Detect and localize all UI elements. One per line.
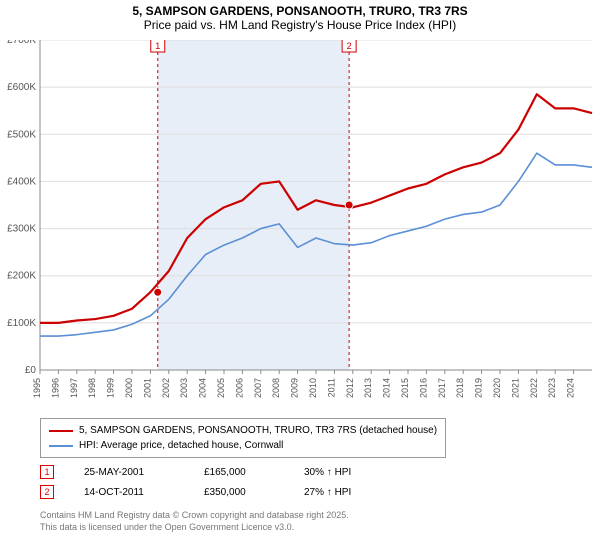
svg-text:£100K: £100K [7, 318, 36, 329]
svg-text:2009: 2009 [290, 378, 300, 398]
svg-text:2023: 2023 [547, 378, 557, 398]
svg-text:2012: 2012 [345, 378, 355, 398]
svg-text:2011: 2011 [326, 378, 336, 397]
svg-text:1: 1 [155, 41, 160, 51]
svg-text:2013: 2013 [363, 378, 373, 398]
svg-text:1995: 1995 [32, 378, 42, 398]
legend: 5, SAMPSON GARDENS, PONSANOOTH, TRURO, T… [40, 418, 446, 458]
svg-text:2014: 2014 [382, 378, 392, 398]
svg-text:£500K: £500K [7, 129, 36, 140]
svg-text:2020: 2020 [492, 378, 502, 398]
footer: Contains HM Land Registry data © Crown c… [40, 510, 349, 533]
legend-item: HPI: Average price, detached house, Corn… [49, 438, 437, 453]
svg-text:1998: 1998 [87, 378, 97, 398]
svg-text:£300K: £300K [7, 224, 36, 235]
marker-pct: 27% ↑ HPI [304, 487, 394, 498]
sale-marker-row: 1 25-MAY-2001 £165,000 30% ↑ HPI [40, 462, 394, 482]
legend-label: HPI: Average price, detached house, Corn… [79, 440, 283, 451]
svg-text:£0: £0 [25, 365, 37, 376]
svg-text:2010: 2010 [308, 378, 318, 398]
svg-text:2004: 2004 [198, 378, 208, 398]
svg-text:2: 2 [347, 41, 352, 51]
svg-text:2021: 2021 [510, 378, 520, 398]
svg-text:2002: 2002 [161, 378, 171, 398]
svg-text:2018: 2018 [455, 378, 465, 398]
footer-line1: Contains HM Land Registry data © Crown c… [40, 510, 349, 522]
svg-text:2015: 2015 [400, 378, 410, 398]
svg-text:2006: 2006 [234, 378, 244, 398]
marker-price: £165,000 [204, 467, 274, 478]
legend-swatch [49, 445, 73, 447]
svg-text:1999: 1999 [106, 378, 116, 398]
chart-title-line2: Price paid vs. HM Land Registry's House … [0, 18, 600, 32]
svg-text:£400K: £400K [7, 176, 36, 187]
svg-text:2007: 2007 [253, 378, 263, 398]
marker-badge: 2 [40, 485, 54, 499]
svg-text:2000: 2000 [124, 378, 134, 398]
svg-text:2017: 2017 [437, 378, 447, 398]
svg-text:1996: 1996 [50, 378, 60, 398]
svg-text:2016: 2016 [418, 378, 428, 398]
svg-text:£600K: £600K [7, 82, 36, 93]
svg-text:2001: 2001 [142, 378, 152, 398]
marker-date: 25-MAY-2001 [84, 467, 174, 478]
svg-text:2003: 2003 [179, 378, 189, 398]
svg-text:£700K: £700K [7, 40, 36, 46]
chart-title-line1: 5, SAMPSON GARDENS, PONSANOOTH, TRURO, T… [0, 4, 600, 18]
svg-text:£200K: £200K [7, 271, 36, 282]
marker-pct: 30% ↑ HPI [304, 467, 394, 478]
svg-text:2019: 2019 [474, 378, 484, 398]
marker-date: 14-OCT-2011 [84, 487, 174, 498]
footer-line2: This data is licensed under the Open Gov… [40, 522, 349, 534]
legend-swatch [49, 430, 73, 432]
sale-markers-table: 1 25-MAY-2001 £165,000 30% ↑ HPI 2 14-OC… [40, 462, 394, 502]
marker-price: £350,000 [204, 487, 274, 498]
sale-marker-row: 2 14-OCT-2011 £350,000 27% ↑ HPI [40, 482, 394, 502]
svg-text:1997: 1997 [69, 378, 79, 398]
svg-text:2022: 2022 [529, 378, 539, 398]
svg-text:2005: 2005 [216, 378, 226, 398]
chart-area: £0 £100K £200K £300K £400K £500K £600K £700K 199… [0, 40, 600, 410]
svg-text:2024: 2024 [566, 378, 576, 398]
legend-label: 5, SAMPSON GARDENS, PONSANOOTH, TRURO, T… [79, 425, 437, 436]
legend-item: 5, SAMPSON GARDENS, PONSANOOTH, TRURO, T… [49, 423, 437, 438]
chart-svg: £0 £100K £200K £300K £400K £500K £600K £700K 199… [0, 40, 600, 410]
marker-badge: 1 [40, 465, 54, 479]
svg-text:2008: 2008 [271, 378, 281, 398]
